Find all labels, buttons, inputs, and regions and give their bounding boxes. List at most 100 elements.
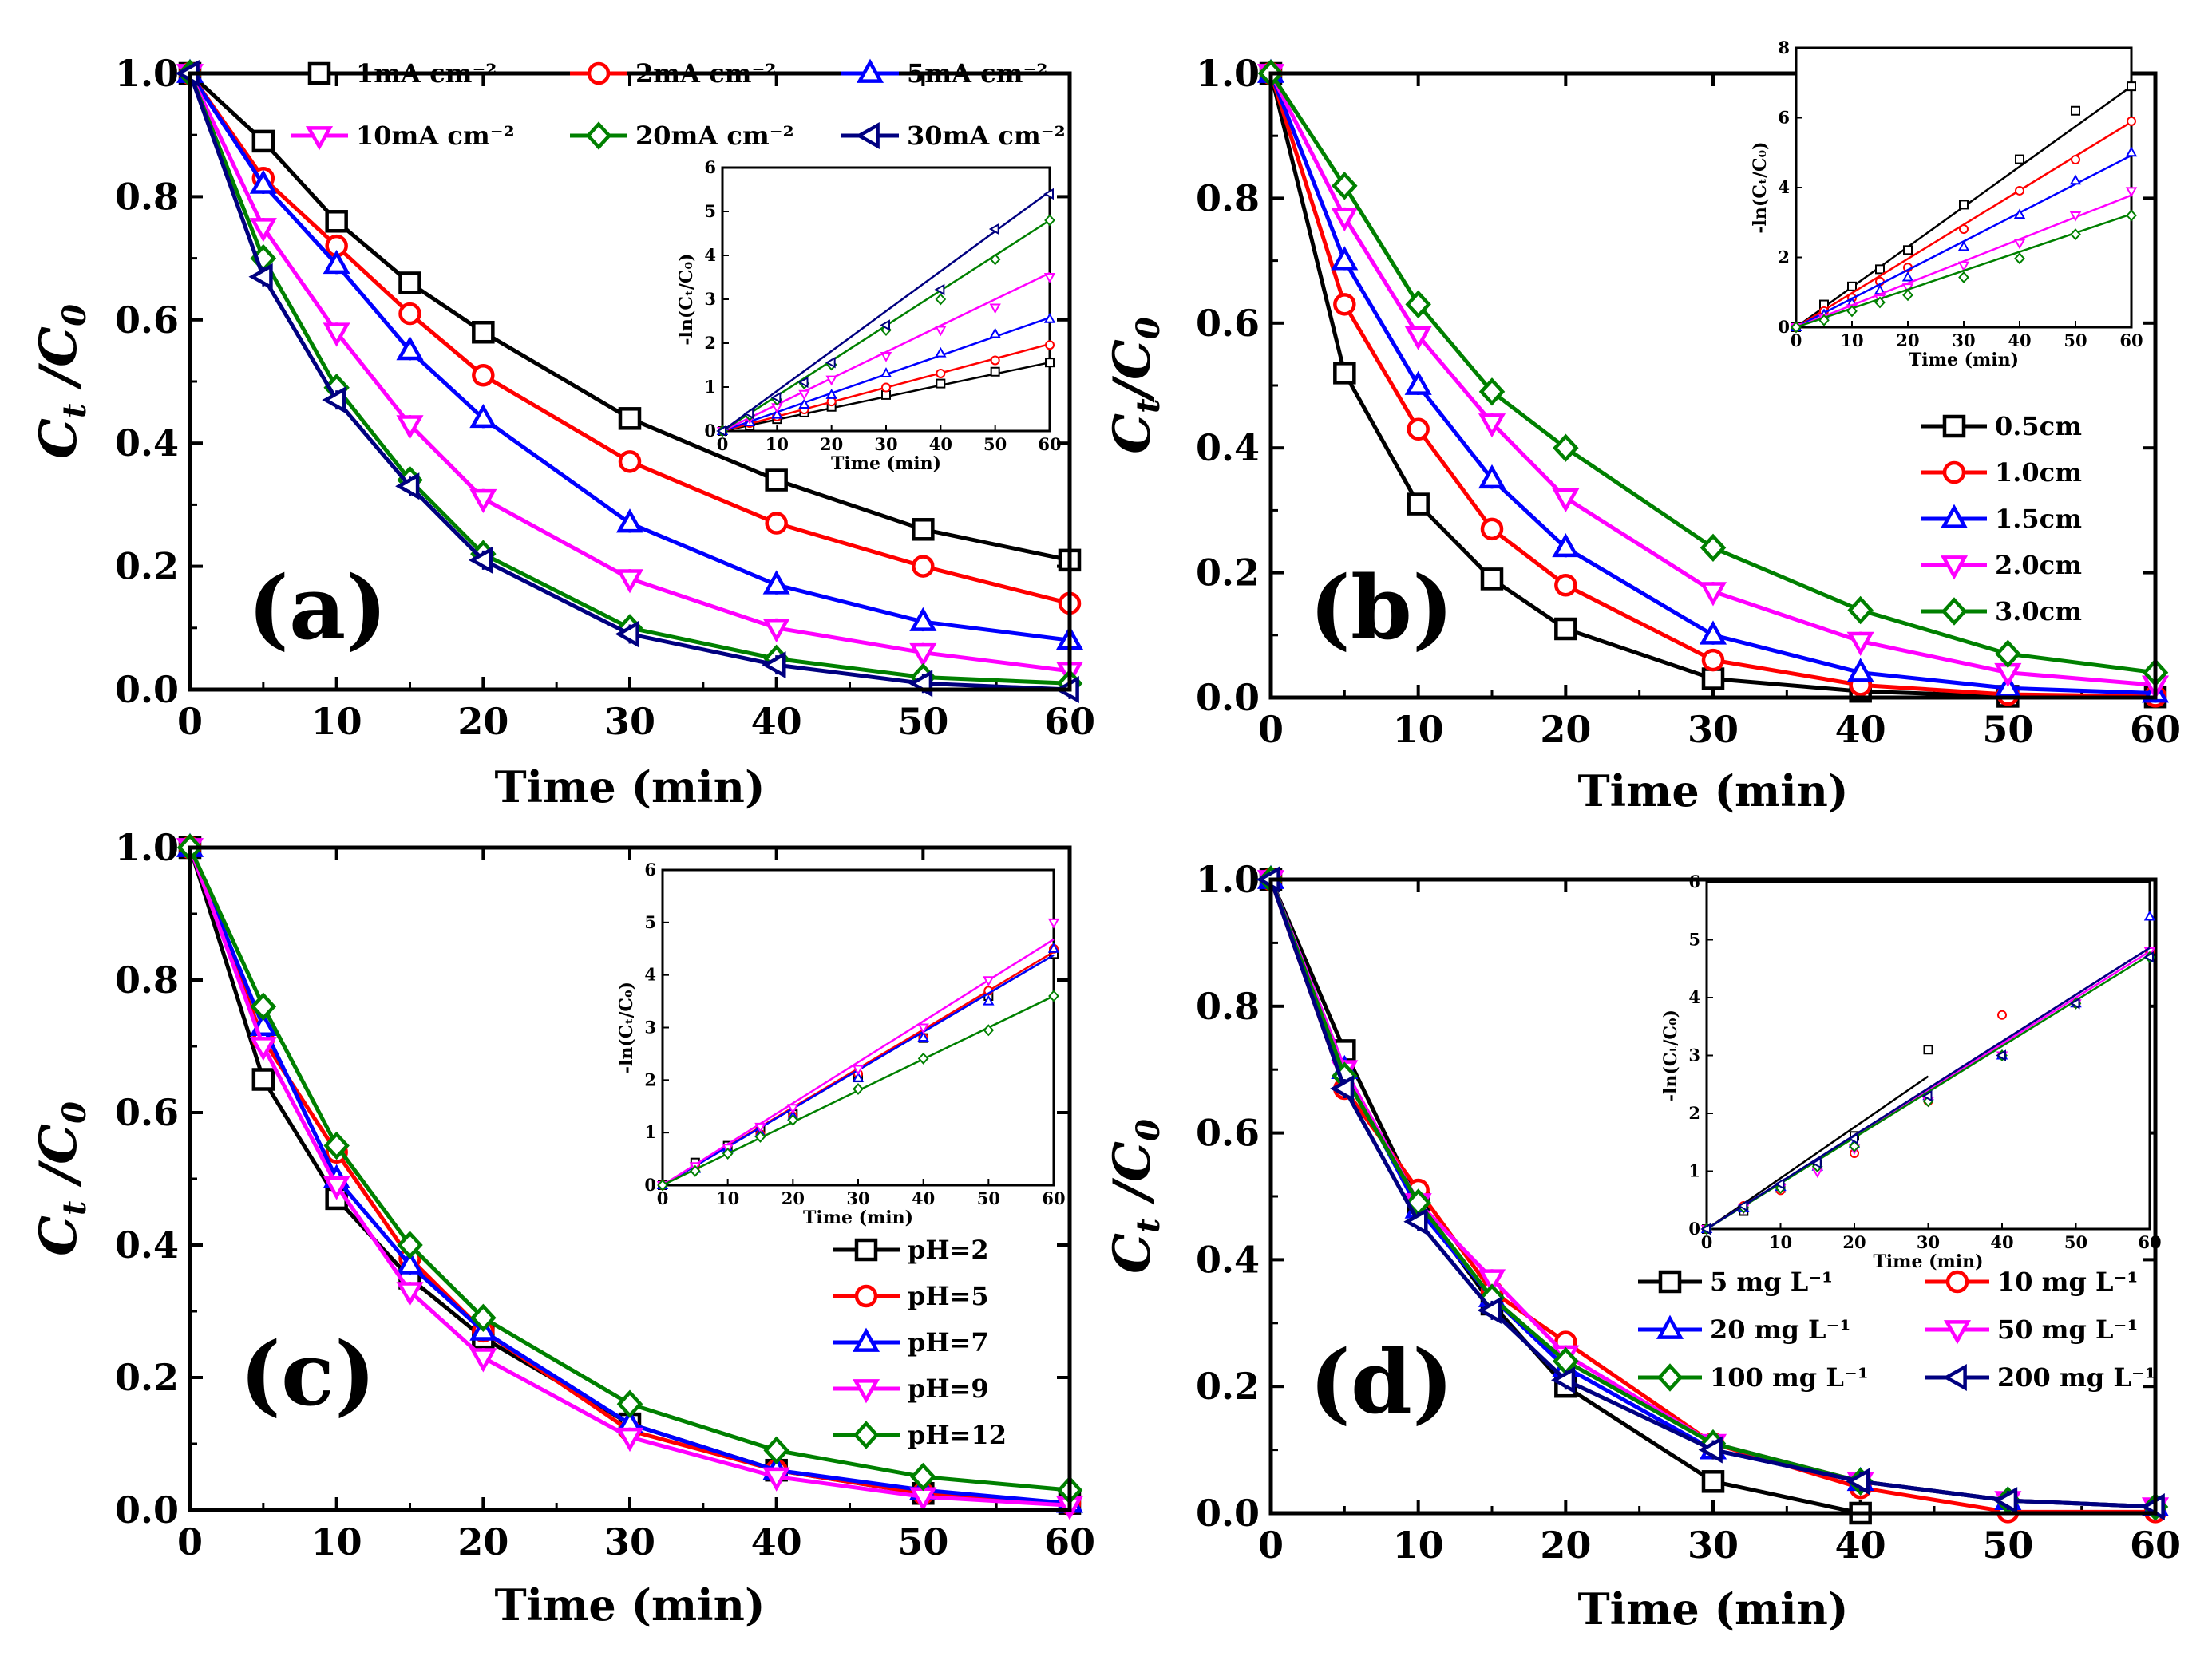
inset-y-title: -ln(Cₜ/C₀) [616,982,637,1073]
inset-y-tick-label: 2 [1688,1103,1700,1123]
inset-point [1810,1157,1822,1169]
x-tick-label: 0 [1258,708,1284,751]
x-tick-label: 40 [751,700,802,743]
data-point [1550,1366,1576,1394]
y-tick-label: 0.4 [115,1223,179,1267]
data-point [1332,172,1358,200]
inset-x-tick-label: 60 [1042,1188,1065,1208]
data-point [1699,582,1727,607]
y-tick-label: 1.0 [115,52,179,95]
data-point [396,415,424,440]
x-tick-label: 30 [604,1520,655,1563]
inset-x-tick-label: 30 [1952,330,1975,350]
inset-point [2069,174,2082,185]
inset-point [917,1023,929,1034]
inset-x-tick-label: 30 [846,1188,869,1208]
inset-x-tick-label: 0 [717,434,729,454]
series-4 [176,64,1084,686]
data-point [472,364,495,387]
inset-point [990,366,1000,377]
inset-y-tick-label: 6 [644,860,656,879]
inset-point [1921,1090,1933,1102]
legend-label: 30mA cm⁻² [907,121,1066,151]
data-point [251,129,275,153]
inset-point [1045,340,1055,350]
y-axis-title: Ct /C0 [29,304,93,459]
data-point [1404,326,1432,350]
inset-point [1043,312,1056,323]
data-point [1992,1487,2018,1515]
y-tick-label: 0.8 [1196,985,1260,1028]
x-tick-label: 20 [1540,708,1591,751]
inset-point [2070,228,2081,241]
x-tick-label: 10 [311,1520,362,1563]
inset-y-tick-label: 5 [644,912,656,932]
inset-y-tick-label: 0 [1688,1219,1700,1239]
data-point [249,1037,277,1061]
inset-point [852,1065,865,1076]
inset-point [2127,81,2136,92]
inset-point [1957,240,1970,251]
inset-x-tick-label: 30 [1917,1232,1940,1252]
data-point [765,468,788,492]
inset-point [1997,1010,2007,1020]
inset-point [935,326,947,337]
inset-point [754,1122,766,1133]
data-point [1700,533,1727,563]
inset-frame [1795,46,2133,329]
legend-label: pH=9 [908,1374,989,1404]
data-point [762,570,790,595]
data-point [909,642,937,668]
data-point [1333,293,1356,316]
y-tick-label: 0.6 [1196,302,1260,345]
inset-point [2013,239,2026,250]
inset-point [1901,271,1914,282]
data-point [1478,464,1506,489]
inset-point [1791,321,1802,334]
inset-point [2069,998,2080,1010]
legend-marker [1658,1270,1682,1294]
inset-y-tick-label: 1 [704,377,716,397]
data-point [1553,433,1579,462]
plot-frame [188,71,1072,692]
inset-point [2071,105,2080,116]
data-point [1554,573,1577,597]
inset-point [798,389,810,401]
inset-point [2143,951,2154,963]
inset-x-tick-label: 20 [820,434,843,454]
series-6 [175,59,1079,704]
inset-point [1923,1045,1933,1055]
legend-marker [1941,597,1968,626]
series-6 [1256,865,2165,1521]
inset-point [1996,1049,2006,1061]
inset-x-tick-label: 30 [874,434,897,454]
data-point [396,1250,424,1275]
inset-point [917,1031,929,1042]
inset-point [2013,208,2026,219]
inset-point [917,1052,929,1065]
inset-x-tick-label: 40 [929,434,952,454]
inset-x-title: Time (min) [1873,1251,1983,1272]
data-point [249,169,277,194]
inset-point [988,223,999,235]
inset-point [1874,296,1886,309]
inset-point [1848,1132,1858,1145]
y-tick-label: 0.6 [115,1091,179,1134]
data-point [1480,567,1504,591]
legend-marker [1940,504,1969,528]
inset-point [990,355,1000,366]
inset-x-tick-label: 10 [766,434,789,454]
inset-point [1847,281,1857,291]
legend-marker [852,1327,880,1352]
inset-point [1903,245,1913,255]
plot-frame [188,845,1072,1512]
legend-label: 1.0cm [1995,457,2082,488]
y-tick-label: 0.4 [1196,426,1260,469]
inset-point [1047,942,1060,953]
x-tick-label: 20 [457,700,508,743]
data-point [762,618,790,643]
data-point [1404,370,1432,395]
inset-point [880,367,892,377]
inset-point [2015,154,2024,164]
